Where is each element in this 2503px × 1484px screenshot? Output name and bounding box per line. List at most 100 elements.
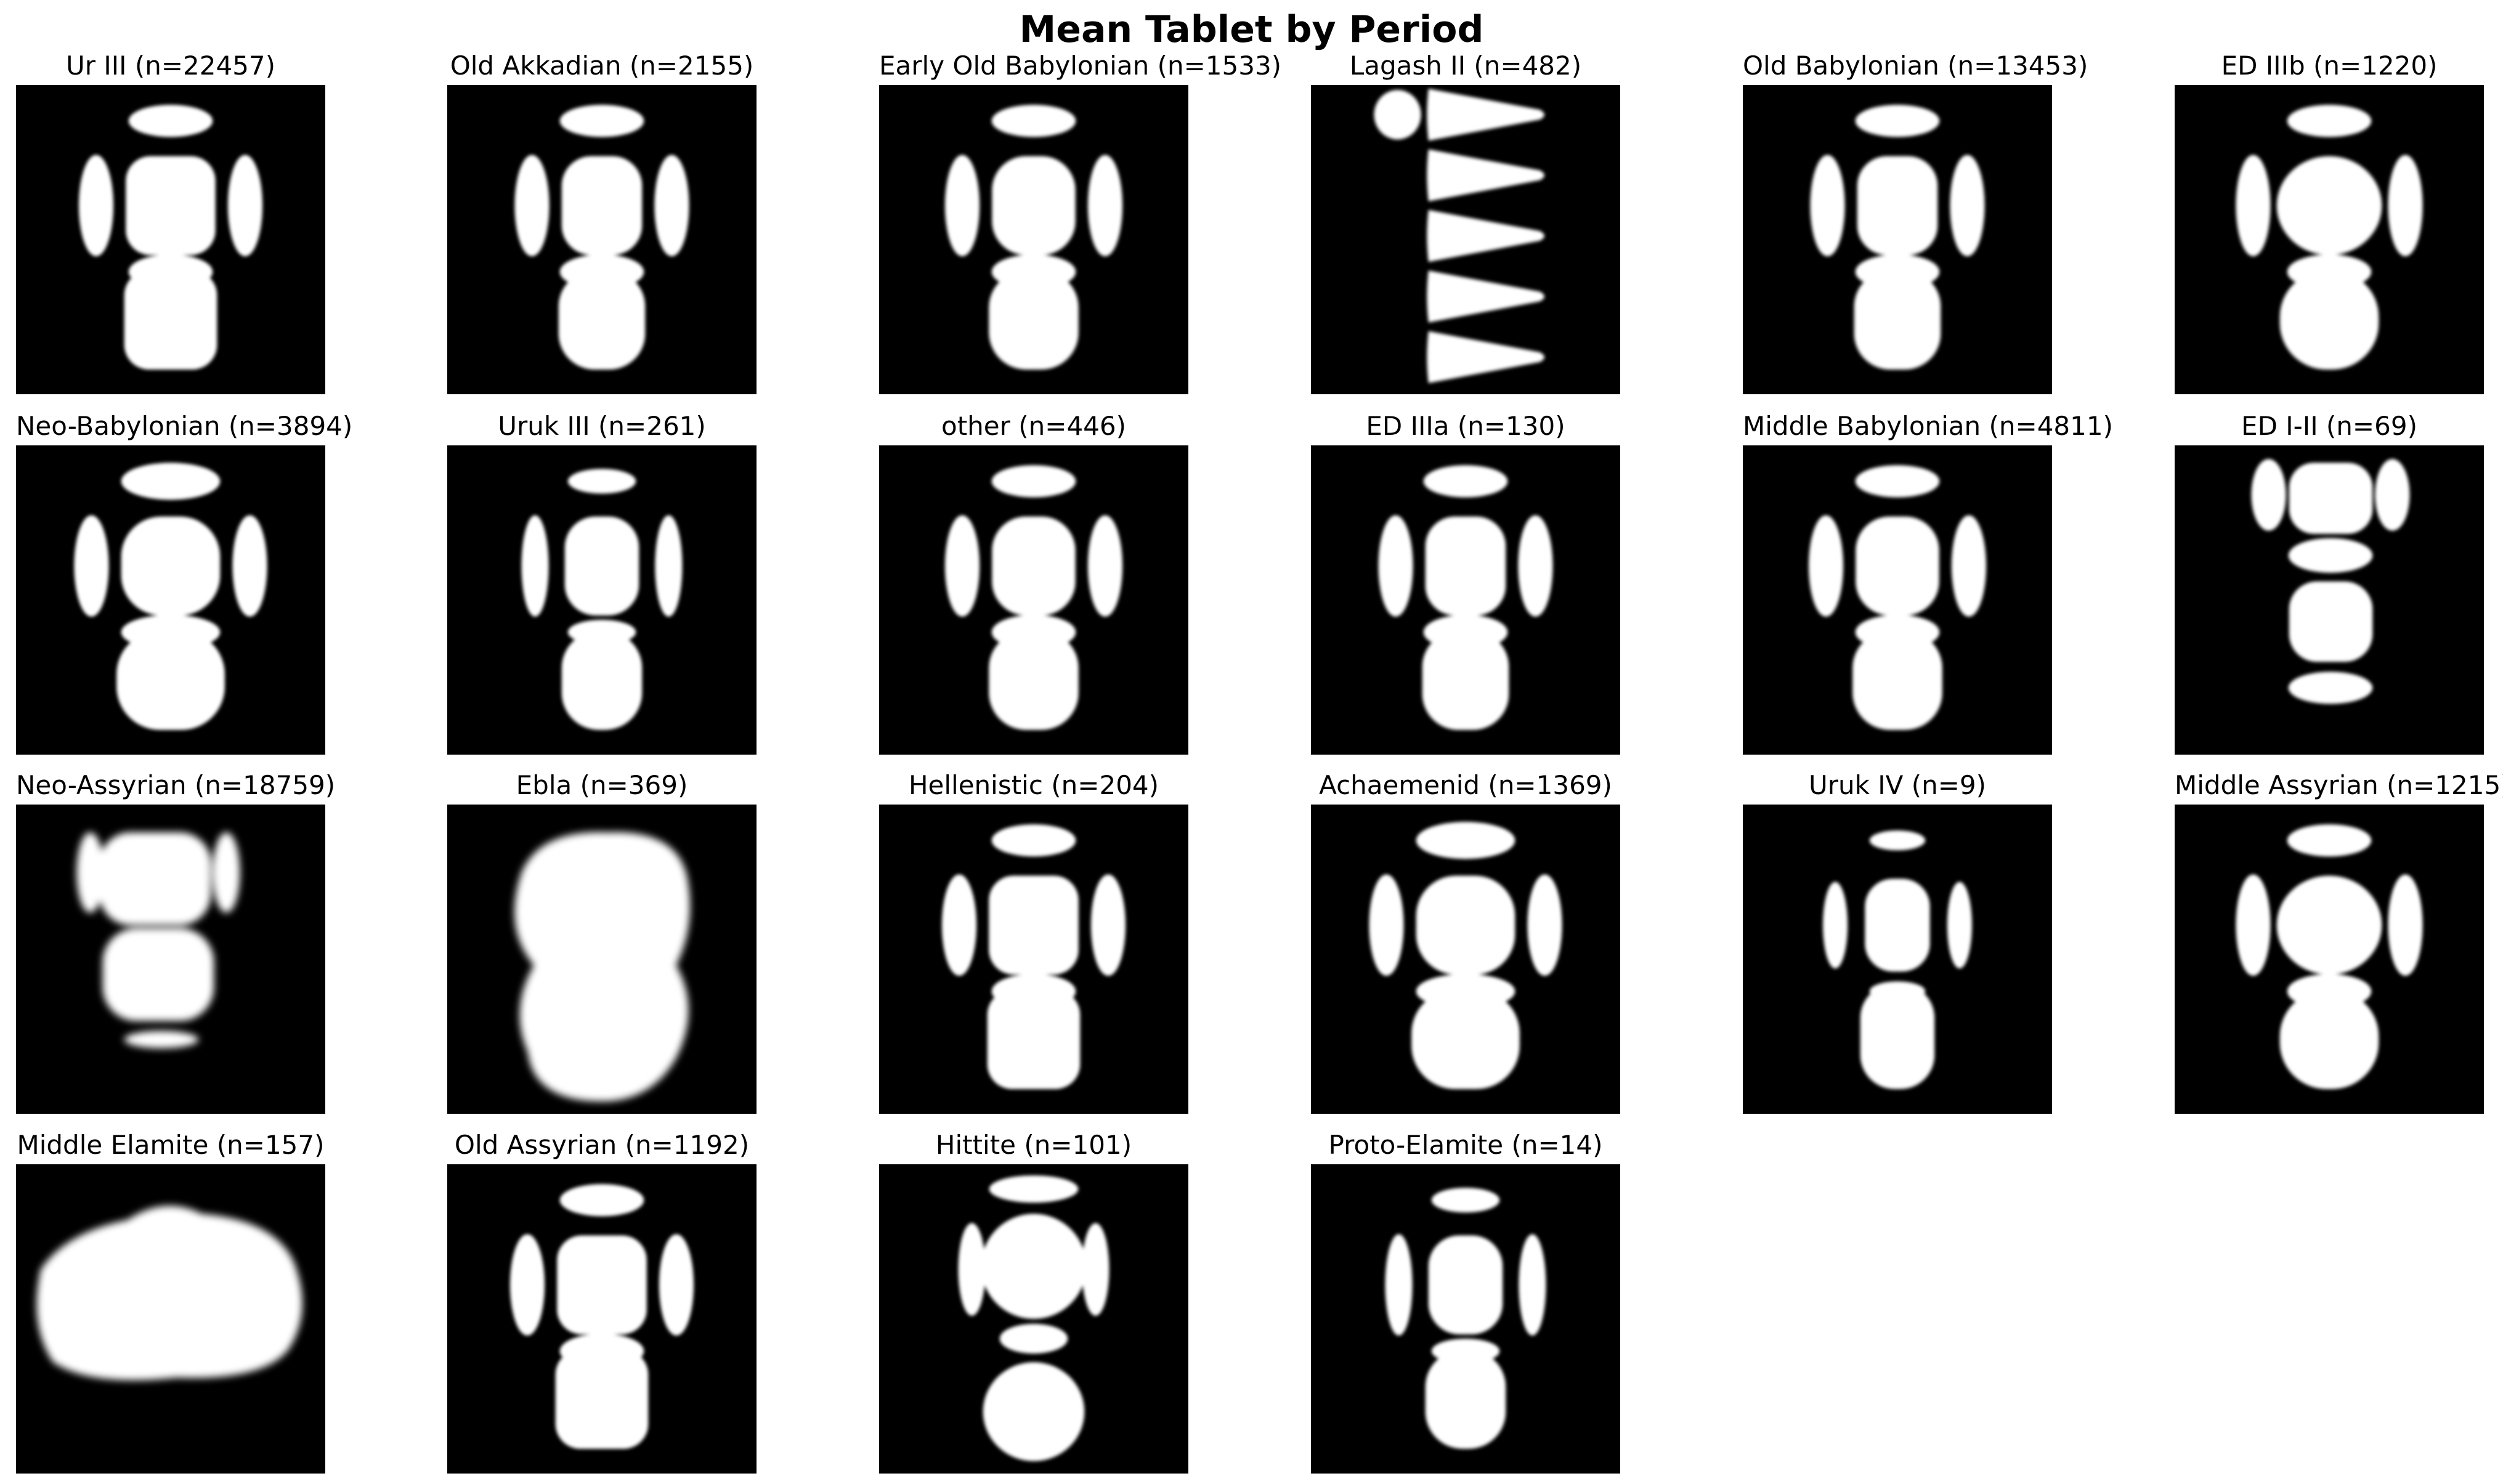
tablet-shapes	[2236, 105, 2423, 370]
bottom-edge-ellipse	[2288, 671, 2373, 704]
reverse-face	[2289, 581, 2373, 662]
tablet-shapes	[76, 832, 240, 1048]
obverse-face	[992, 156, 1076, 256]
panel-title: Achaemenid (n=1369)	[1319, 770, 1612, 800]
left-edge-ellipse	[2236, 874, 2271, 976]
round-mark	[1374, 90, 1421, 140]
right-edge-ellipse	[659, 1234, 694, 1336]
mean-tablet-image	[1743, 805, 2052, 1114]
right-edge-ellipse	[2388, 155, 2423, 257]
top-edge-ellipse	[121, 463, 221, 500]
tablet-shapes	[944, 465, 1123, 730]
mean-tablet-image	[2175, 445, 2484, 755]
right-edge-ellipse	[1527, 874, 1562, 976]
panel-title: other (n=446)	[941, 411, 1126, 441]
tablet-shapes	[509, 1184, 694, 1449]
reverse-face	[558, 270, 646, 370]
left-edge-ellipse	[944, 155, 980, 257]
panel-title: Old Assyrian (n=1192)	[454, 1130, 750, 1160]
reverse-face	[1411, 990, 1520, 1089]
panel-title: Neo-Babylonian (n=3894)	[16, 411, 353, 441]
right-edge-ellipse	[1087, 155, 1123, 257]
panel-title: Ebla (n=369)	[516, 770, 688, 800]
panel-title: ED IIIa (n=130)	[1366, 411, 1565, 441]
left-edge-ellipse	[941, 874, 977, 976]
bottom-edge-ellipse	[124, 1031, 199, 1048]
right-edge-ellipse	[213, 832, 240, 913]
tablet-shapes	[1810, 105, 1985, 370]
upper-face	[99, 832, 211, 925]
panel-title: Uruk IV (n=9)	[1808, 770, 1987, 800]
right-edge-ellipse	[227, 155, 263, 257]
left-edge-ellipse	[78, 155, 114, 257]
tablet-shapes	[74, 463, 267, 730]
wedge-shape	[1427, 331, 1545, 383]
right-edge-ellipse	[2375, 459, 2410, 531]
left-edge-ellipse	[521, 515, 549, 617]
mean-tablet-image	[1311, 805, 1620, 1114]
right-edge-ellipse	[1947, 882, 1972, 969]
tablet-shapes	[2236, 824, 2423, 1089]
top-edge-ellipse	[1869, 830, 1926, 851]
panel-title: Middle Elamite (n=157)	[17, 1130, 325, 1160]
obverse-face	[564, 516, 639, 616]
top-edge-ellipse	[567, 469, 636, 494]
wedge-shape	[1427, 89, 1545, 141]
tablet-shapes	[1374, 89, 1545, 383]
reverse-face	[561, 631, 643, 730]
top-edge-ellipse	[2287, 105, 2372, 137]
panel-title: Hellenistic (n=204)	[908, 770, 1159, 800]
right-edge-ellipse	[655, 515, 683, 617]
top-edge-ellipse	[991, 824, 1076, 857]
obverse-face	[1428, 1235, 1503, 1335]
left-edge-ellipse	[958, 1223, 986, 1316]
tablet-shapes	[944, 105, 1123, 370]
tablet-shapes	[1823, 830, 1972, 1089]
reverse-face	[983, 1362, 1085, 1461]
mean-tablet-image	[447, 805, 757, 1114]
tablet-shapes	[1808, 465, 1987, 730]
blob-shape	[36, 1206, 302, 1381]
obverse-face	[2289, 463, 2373, 534]
top-edge-ellipse	[128, 105, 213, 137]
mean-tablet-image	[2175, 85, 2484, 394]
reverse-face	[987, 990, 1081, 1089]
tablet-shapes	[521, 469, 683, 730]
tablet-shapes	[1385, 1188, 1546, 1449]
panel-title: Ur III (n=22457)	[65, 51, 276, 81]
panel-title: Uruk III (n=261)	[498, 411, 706, 441]
obverse-face	[2276, 875, 2382, 975]
left-edge-ellipse	[944, 515, 980, 617]
right-edge-ellipse	[1087, 515, 1123, 617]
left-edge-ellipse	[76, 832, 104, 913]
top-edge-ellipse	[991, 105, 1076, 137]
middle-edge-ellipse	[2288, 538, 2373, 573]
obverse-face	[981, 1214, 1087, 1319]
mean-tablet-image	[1311, 1164, 1620, 1474]
mean-tablet-image	[447, 85, 757, 394]
mean-tablet-image	[447, 1164, 757, 1474]
right-edge-ellipse	[1950, 155, 1985, 257]
panel-title: Lagash II (n=482)	[1349, 51, 1582, 81]
reverse-face	[116, 631, 225, 730]
right-edge-ellipse	[654, 155, 689, 257]
panel-title: ED I-II (n=69)	[2241, 411, 2417, 441]
mean-tablet-image	[1743, 85, 2052, 394]
obverse-face	[1416, 875, 1515, 975]
panel-title: Early Old Babylonian (n=1533)	[879, 51, 1282, 81]
reverse-face	[2279, 990, 2379, 1089]
left-edge-ellipse	[74, 515, 109, 617]
top-edge-ellipse	[2287, 824, 2372, 857]
right-edge-ellipse	[1951, 515, 1987, 617]
mean-tablet-image	[879, 85, 1188, 394]
obverse-face	[121, 516, 221, 616]
obverse-face	[126, 156, 216, 256]
wedge-shape	[1427, 270, 1545, 323]
obverse-face	[1857, 156, 1938, 256]
panel-title: Proto-Elamite (n=14)	[1328, 1130, 1603, 1160]
mean-tablet-image	[879, 805, 1188, 1114]
right-edge-ellipse	[1090, 874, 1126, 976]
left-edge-ellipse	[2251, 459, 2286, 531]
tablet-shapes	[514, 832, 691, 1101]
mean-tablet-image	[879, 445, 1188, 755]
